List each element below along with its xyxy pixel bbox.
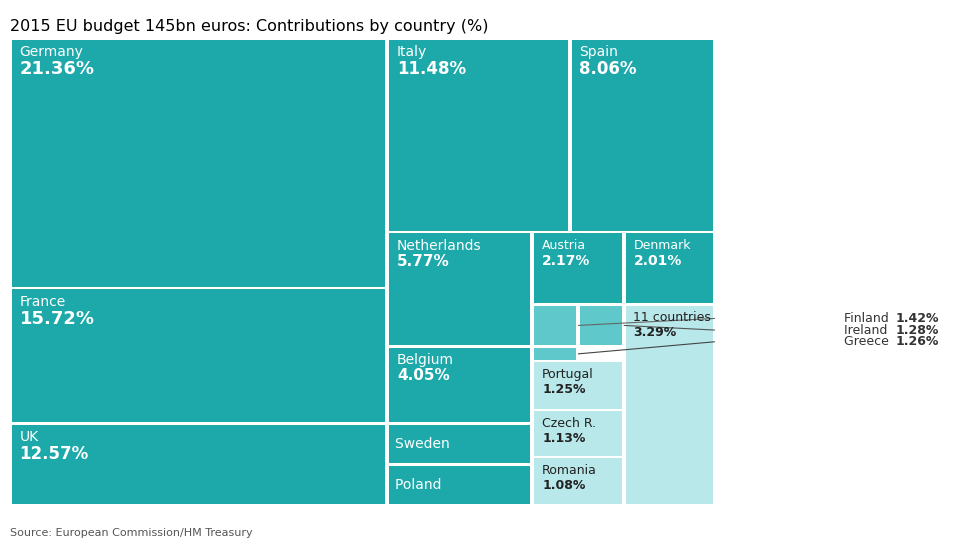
- Text: 1.25%: 1.25%: [543, 383, 586, 396]
- Text: 1.42%: 1.42%: [896, 312, 940, 325]
- Text: 5.77%: 5.77%: [397, 254, 450, 269]
- Text: 4.05%: 4.05%: [397, 368, 450, 383]
- Text: France: France: [20, 295, 65, 309]
- Text: 11.48%: 11.48%: [397, 60, 467, 79]
- Text: 3.02%: 3.02%: [839, 478, 887, 492]
- Text: 1.28%: 1.28%: [896, 323, 939, 337]
- Text: Austria: Austria: [543, 239, 587, 251]
- Text: 21.36%: 21.36%: [20, 60, 95, 79]
- Text: UK: UK: [20, 430, 39, 444]
- Text: Netherlands: Netherlands: [397, 239, 481, 253]
- Text: Spain: Spain: [580, 45, 619, 59]
- Text: Ireland: Ireland: [844, 323, 892, 337]
- Text: 1.26%: 1.26%: [896, 335, 939, 348]
- Text: 2015 EU budget 145bn euros: Contributions by country (%): 2015 EU budget 145bn euros: Contribution…: [10, 19, 488, 34]
- Text: 3.07%: 3.07%: [839, 437, 887, 451]
- Text: 3.29%: 3.29%: [633, 326, 676, 339]
- Text: 1.08%: 1.08%: [543, 479, 586, 492]
- Text: 11 countries: 11 countries: [633, 311, 712, 324]
- Text: Italy: Italy: [397, 45, 427, 59]
- Text: Portugal: Portugal: [543, 368, 594, 381]
- Text: 1.13%: 1.13%: [543, 432, 586, 445]
- Text: 2.17%: 2.17%: [543, 254, 590, 268]
- Text: Poland: Poland: [395, 478, 444, 492]
- Text: 8.06%: 8.06%: [580, 60, 637, 79]
- Text: Source: European Commission/HM Treasury: Source: European Commission/HM Treasury: [10, 528, 253, 538]
- Text: Romania: Romania: [543, 463, 597, 477]
- Text: Finland: Finland: [844, 312, 893, 325]
- Text: 12.57%: 12.57%: [20, 445, 89, 463]
- Text: Czech R.: Czech R.: [543, 417, 596, 430]
- Text: Belgium: Belgium: [397, 353, 454, 367]
- Text: Sweden: Sweden: [395, 437, 453, 451]
- Text: 15.72%: 15.72%: [20, 310, 95, 328]
- Text: 2.01%: 2.01%: [633, 254, 682, 268]
- Text: Germany: Germany: [20, 45, 83, 59]
- Text: Greece: Greece: [844, 335, 893, 348]
- Text: Denmark: Denmark: [633, 239, 691, 251]
